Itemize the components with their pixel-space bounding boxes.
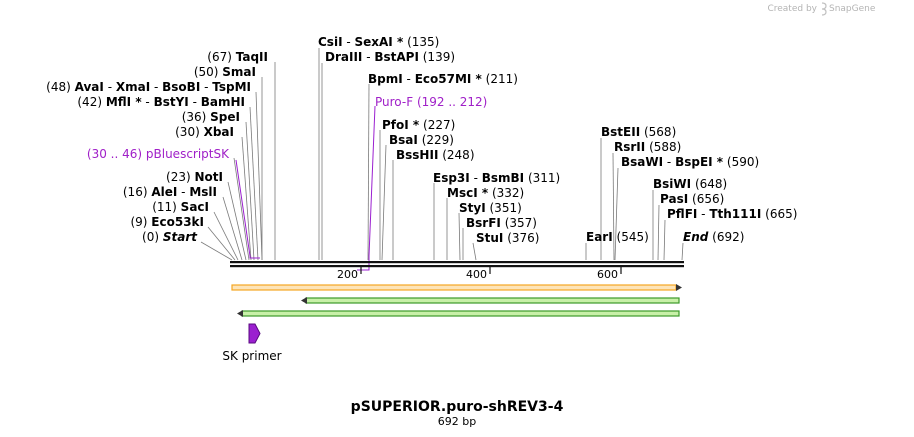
- site-pflfi-group[interactable]: PflFI - Tth111I (665): [667, 207, 797, 221]
- credit-prefix: Created by: [767, 4, 817, 14]
- site-smai[interactable]: (50) SmaI: [194, 65, 256, 79]
- site-rsrii[interactable]: RsrII (588): [614, 140, 681, 154]
- credit-brand: SnapGene: [829, 4, 876, 14]
- site-bsai[interactable]: BsaI (229): [389, 133, 454, 147]
- site-bpmi-group[interactable]: BpmI - Eco57MI * (211): [368, 72, 518, 86]
- site-styi[interactable]: StyI (351): [459, 201, 522, 215]
- site-alei-group[interactable]: (16) AleI - MslI: [123, 185, 217, 199]
- site-leader-lines: [200, 48, 684, 261]
- site-mfli-group[interactable]: (42) MflI * - BstYI - BamHI: [77, 95, 245, 109]
- site-draiii-group[interactable]: DraIII - BstAPI (139): [325, 50, 455, 64]
- site-start[interactable]: (0) Start: [142, 230, 198, 244]
- sk-primer-arrow[interactable]: [248, 323, 261, 344]
- site-bsiwi[interactable]: BsiWI (648): [653, 177, 727, 191]
- site-xbai[interactable]: (30) XbaI: [175, 125, 234, 139]
- primer-pbluescriptsk-label[interactable]: (30 .. 46) pBluescriptSK: [87, 147, 230, 161]
- site-stui[interactable]: StuI (376): [476, 231, 540, 245]
- site-noti[interactable]: (23) NotI: [166, 170, 223, 184]
- ruler: 200 400 600: [337, 267, 622, 281]
- site-end[interactable]: End (692): [683, 230, 744, 244]
- ruler-tick-400: 400: [466, 268, 487, 281]
- site-bsteii[interactable]: BstEII (568): [601, 125, 676, 139]
- site-eari[interactable]: EarI (545): [586, 230, 649, 244]
- site-pfoi[interactable]: PfoI * (227): [382, 118, 455, 132]
- site-avai-group[interactable]: (48) AvaI - XmaI - BsoBI - TspMI: [46, 80, 251, 94]
- site-eco53ki[interactable]: (9) Eco53kI: [130, 215, 204, 229]
- site-csii-group[interactable]: CsiI - SexAI * (135): [318, 35, 439, 49]
- feature-green-reverse-1[interactable]: [301, 297, 680, 304]
- feature-green-reverse-2[interactable]: [237, 310, 680, 317]
- site-msci[interactable]: MscI * (332): [447, 186, 524, 200]
- site-bsshii[interactable]: BssHII (248): [396, 148, 475, 162]
- map-title: pSUPERIOR.puro-shREV3-4: [351, 399, 564, 415]
- feature-orange-forward[interactable]: [231, 284, 682, 291]
- sk-primer-label: SK primer: [222, 349, 281, 363]
- site-bsrfi[interactable]: BsrFI (357): [466, 216, 537, 230]
- ruler-tick-600: 600: [597, 268, 618, 281]
- ruler-tick-200: 200: [337, 268, 358, 281]
- snapgene-logo-icon: [821, 2, 827, 16]
- site-pasi[interactable]: PasI (656): [660, 192, 724, 206]
- primer-puro-f-label[interactable]: Puro-F (192 .. 212): [375, 95, 487, 109]
- site-spei[interactable]: (36) SpeI: [182, 110, 240, 124]
- site-bsawi-group[interactable]: BsaWI - BspEI * (590): [621, 155, 759, 169]
- sequence-backbone: [230, 261, 684, 268]
- map-length: 692 bp: [438, 415, 476, 428]
- site-saci[interactable]: (11) SacI: [152, 200, 209, 214]
- site-taqii[interactable]: (67) TaqII: [207, 50, 268, 64]
- site-esp3i-group[interactable]: Esp3I - BsmBI (311): [433, 171, 560, 185]
